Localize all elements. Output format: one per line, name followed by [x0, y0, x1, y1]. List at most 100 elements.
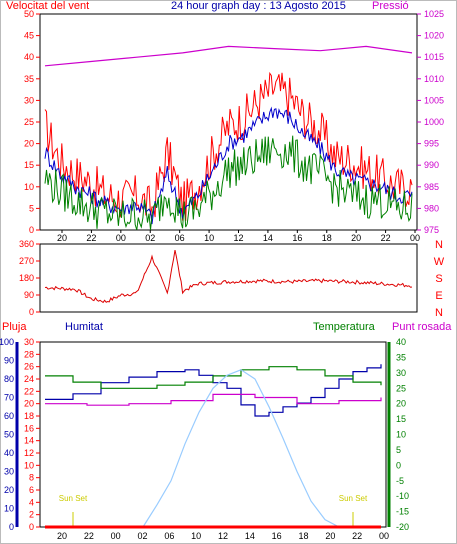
time-tick-label: 10	[204, 233, 214, 243]
rain-tick-label: 12	[24, 448, 34, 458]
temperature-tick-label: 10	[396, 430, 406, 440]
pressure-tick-label: 990	[424, 160, 439, 170]
rain-tick-label: 10	[24, 460, 34, 470]
wind-tick-label: 40	[24, 52, 34, 62]
sunset-label: Sun Set	[339, 494, 368, 503]
temperature-tick-label: 5	[396, 445, 401, 455]
rain-tick-label: 6	[29, 485, 34, 495]
humidity-tick-label: 0	[9, 522, 14, 532]
temperature-tick-label: 35	[396, 352, 406, 362]
time-tick-label: 20	[351, 233, 361, 243]
time-tick-label: 22	[352, 531, 362, 541]
humidity-tick-label: 80	[4, 374, 14, 384]
temperature-tick-label: 30	[396, 368, 406, 378]
rain-tick-label: 22	[24, 386, 34, 396]
compass-label: S	[435, 273, 442, 285]
rain-tick-label: 0	[29, 522, 34, 532]
wind-tick-label: 20	[24, 139, 34, 149]
time-tick-label: 16	[272, 531, 282, 541]
direction-tick-label: 180	[19, 273, 34, 283]
wind-tick-label: 0	[29, 225, 34, 235]
direction-tick-label: 270	[19, 256, 34, 266]
time-tick-label: 22	[86, 233, 96, 243]
temperature-tick-label: -5	[396, 476, 404, 486]
humidity-tick-label: 90	[4, 356, 14, 366]
rain-tick-label: 4	[29, 497, 34, 507]
wind-tick-label: 35	[24, 74, 34, 84]
time-tick-label: 02	[145, 233, 155, 243]
temperature-tick-label: -20	[396, 522, 409, 532]
temperature-tick-label: 0	[396, 460, 401, 470]
temperature-tick-label: 15	[396, 414, 406, 424]
pressure-tick-label: 980	[424, 203, 439, 213]
time-tick-label: 22	[84, 531, 94, 541]
time-tick-label: 20	[57, 531, 67, 541]
compass-label: E	[435, 290, 442, 302]
time-tick-label: 20	[57, 233, 67, 243]
time-tick-label: 16	[292, 233, 302, 243]
temperature-tick-label: 20	[396, 399, 406, 409]
pressure-tick-label: 1025	[424, 9, 444, 19]
humidity-tick-label: 60	[4, 411, 14, 421]
humidity-tick-label: 100	[0, 337, 14, 347]
rain-tick-label: 16	[24, 423, 34, 433]
time-tick-label: 06	[175, 233, 185, 243]
temperature-tick-label: 40	[396, 337, 406, 347]
time-tick-label: 18	[322, 233, 332, 243]
direction-tick-label: 0	[29, 307, 34, 317]
humidity-tick-label: 70	[4, 393, 14, 403]
wind-tick-label: 50	[24, 9, 34, 19]
rain-tick-label: 18	[24, 411, 34, 421]
rain-tick-label: 26	[24, 362, 34, 372]
humidity-tick-label: 30	[4, 467, 14, 477]
time-tick-label: 00	[410, 233, 420, 243]
pressure-tick-label: 1010	[424, 74, 444, 84]
compass-label: N	[435, 239, 443, 251]
time-tick-label: 00	[379, 531, 389, 541]
legend-humitat: Humitat	[65, 321, 103, 333]
time-tick-label: 20	[325, 531, 335, 541]
temperature-tick-label: -10	[396, 491, 409, 501]
pressure-tick-label: 1000	[424, 117, 444, 127]
pressure-tick-label: 1015	[424, 52, 444, 62]
legend-temperatura: Temperatura	[313, 321, 375, 333]
wind-tick-label: 15	[24, 160, 34, 170]
direction-tick-label: 360	[19, 239, 34, 249]
temperature-tick-label: 25	[396, 383, 406, 393]
wind-tick-label: 25	[24, 117, 34, 127]
humidity-line	[45, 364, 382, 417]
pressure-tick-label: 1020	[424, 31, 444, 41]
pressure-tick-label: 1005	[424, 95, 444, 105]
pressure-line	[44, 45, 413, 67]
time-tick-label: 22	[381, 233, 391, 243]
wind-direction-line	[44, 249, 413, 304]
wind-tick-label: 5	[29, 203, 34, 213]
temperature-tick-label: -15	[396, 507, 409, 517]
legend-pluja: Pluja	[2, 321, 27, 333]
rain-tick-label: 28	[24, 349, 34, 359]
rain-tick-label: 8	[29, 473, 34, 483]
wind-tick-label: 45	[24, 31, 34, 41]
rain-tick-label: 30	[24, 337, 34, 347]
wind-tick-label: 10	[24, 182, 34, 192]
time-tick-label: 12	[218, 531, 228, 541]
time-tick-label: 02	[137, 531, 147, 541]
time-tick-label: 06	[164, 531, 174, 541]
dewpoint-line	[45, 393, 382, 406]
rain-tick-label: 14	[24, 436, 34, 446]
legend-punt-rosada: Punt rosada	[392, 321, 452, 333]
humidity-tick-label: 40	[4, 448, 14, 458]
rain-tick-label: 20	[24, 399, 34, 409]
compass-label: W	[434, 256, 445, 268]
pressure-tick-label: 975	[424, 225, 439, 235]
pressure-tick-label: 985	[424, 182, 439, 192]
time-tick-label: 18	[298, 531, 308, 541]
time-tick-label: 00	[111, 531, 121, 541]
rain-tick-label: 2	[29, 510, 34, 520]
wind-tick-label: 30	[24, 95, 34, 105]
tick-layer: 0510152025303540455097598098599099510001…	[0, 9, 445, 541]
left-axis-title: Velocitat del vent	[6, 0, 90, 12]
time-tick-label: 14	[245, 531, 255, 541]
